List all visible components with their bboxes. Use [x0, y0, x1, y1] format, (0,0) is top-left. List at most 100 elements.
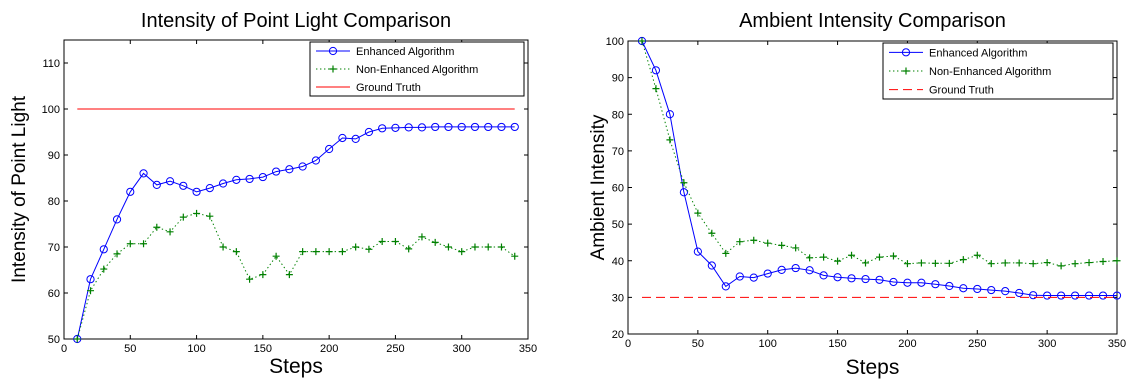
data-point: [471, 243, 479, 251]
y-tick-label: 110: [42, 58, 60, 70]
data-point: [1043, 259, 1051, 267]
data-point: [903, 260, 911, 268]
x-tick-label: 50: [124, 343, 136, 355]
data-point: [945, 259, 953, 267]
data-point: [431, 238, 439, 246]
x-tick-label: 350: [1108, 338, 1126, 350]
data-point: [820, 253, 828, 261]
data-point: [917, 278, 926, 287]
y-axis-label: Ambient Intensity: [588, 114, 609, 260]
data-point: [510, 122, 519, 132]
data-point: [87, 287, 95, 295]
x-tick-label: 50: [692, 338, 704, 350]
data-point: [298, 162, 307, 171]
data-point: [931, 259, 939, 267]
y-tick-label: 50: [48, 334, 60, 346]
data-point: [875, 275, 884, 284]
x-tick-label: 300: [1038, 338, 1056, 350]
data-point: [299, 248, 307, 256]
data-point: [1071, 260, 1079, 268]
x-axis-label: Steps: [846, 356, 900, 379]
data-point: [987, 285, 996, 295]
data-point: [484, 243, 492, 251]
x-axis-label: Steps: [269, 355, 323, 378]
data-point: [272, 252, 280, 260]
data-point: [312, 248, 320, 256]
y-tick-label: 30: [612, 292, 624, 304]
legend-label-3: Ground Truth: [929, 85, 994, 97]
data-point: [665, 110, 675, 119]
data-point: [749, 273, 758, 282]
x-tick-label: 200: [898, 338, 916, 350]
data-point: [1029, 291, 1038, 300]
data-point: [153, 223, 161, 231]
data-point: [338, 248, 346, 256]
data-point: [791, 263, 800, 273]
data-point: [444, 122, 453, 132]
data-point: [139, 169, 148, 178]
data-point: [232, 175, 241, 184]
data-point: [805, 266, 814, 275]
series-2: [638, 37, 1121, 270]
data-point: [1015, 259, 1023, 267]
data-point: [1001, 287, 1010, 296]
data-point: [778, 241, 786, 249]
data-point: [1043, 291, 1052, 300]
data-point: [1057, 262, 1065, 270]
data-point: [707, 261, 716, 270]
x-tick-label: 250: [968, 338, 986, 350]
data-point: [73, 334, 82, 344]
legend-label-3: Ground Truth: [356, 82, 421, 94]
x-tick-label: 0: [625, 338, 631, 350]
data-point: [497, 122, 506, 132]
y-tick-label: 70: [48, 242, 60, 254]
legend: Enhanced Algorithm Non-Enhanced Algorithm…: [882, 42, 1114, 100]
data-point: [792, 244, 800, 252]
data-point: [193, 209, 201, 217]
data-point: [959, 256, 967, 264]
data-point: [338, 133, 347, 143]
data-point: [126, 240, 134, 248]
chart-1: 0 50 100 150 200 250 300 3505060708090100110Int…: [9, 10, 537, 378]
x-tick-label: 250: [386, 343, 404, 355]
y-tick-label: 100: [42, 104, 60, 116]
data-point: [889, 252, 897, 260]
data-point: [834, 257, 842, 265]
data-point: [113, 250, 121, 258]
x-tick-label: 300: [453, 343, 471, 355]
legend: Enhanced Algorithm Non-Enhanced Algorithm…: [309, 41, 525, 97]
y-axis-label: Intensity of Point Light: [9, 95, 30, 283]
data-point: [1085, 259, 1093, 267]
data-point: [112, 215, 122, 224]
data-point: [806, 254, 814, 262]
data-point: [1070, 291, 1080, 300]
data-point: [470, 122, 480, 132]
data-point: [931, 280, 940, 289]
data-point: [861, 274, 870, 284]
data-point: [259, 271, 267, 279]
data-point: [391, 123, 400, 132]
data-point: [418, 233, 426, 241]
series-line: [641, 40, 1117, 296]
chart-title: Intensity of Point Light Comparison: [141, 10, 451, 32]
y-tick-label: 40: [612, 256, 624, 268]
data-point: [285, 271, 293, 279]
series-1: [637, 36, 1122, 300]
series-line: [76, 126, 515, 340]
data-point: [219, 243, 227, 251]
data-point: [73, 335, 81, 343]
data-point: [365, 245, 373, 253]
y-tick-label: 80: [612, 109, 624, 121]
data-point: [875, 253, 883, 261]
data-point: [1098, 291, 1108, 300]
data-point: [165, 177, 175, 186]
data-point: [179, 181, 188, 190]
data-point: [245, 174, 254, 184]
data-point: [206, 212, 214, 220]
legend-label-1: Enhanced Algorithm: [929, 47, 1027, 59]
y-tick-label: 50: [612, 219, 624, 231]
chart-title: Ambient Intensity Comparison: [739, 10, 1006, 32]
data-point: [1001, 259, 1009, 267]
data-point: [736, 238, 744, 246]
chart-2: 0 50 100 150 200 250 300 350 20 30 40 50 60 70 80 90 100…: [588, 10, 1126, 379]
